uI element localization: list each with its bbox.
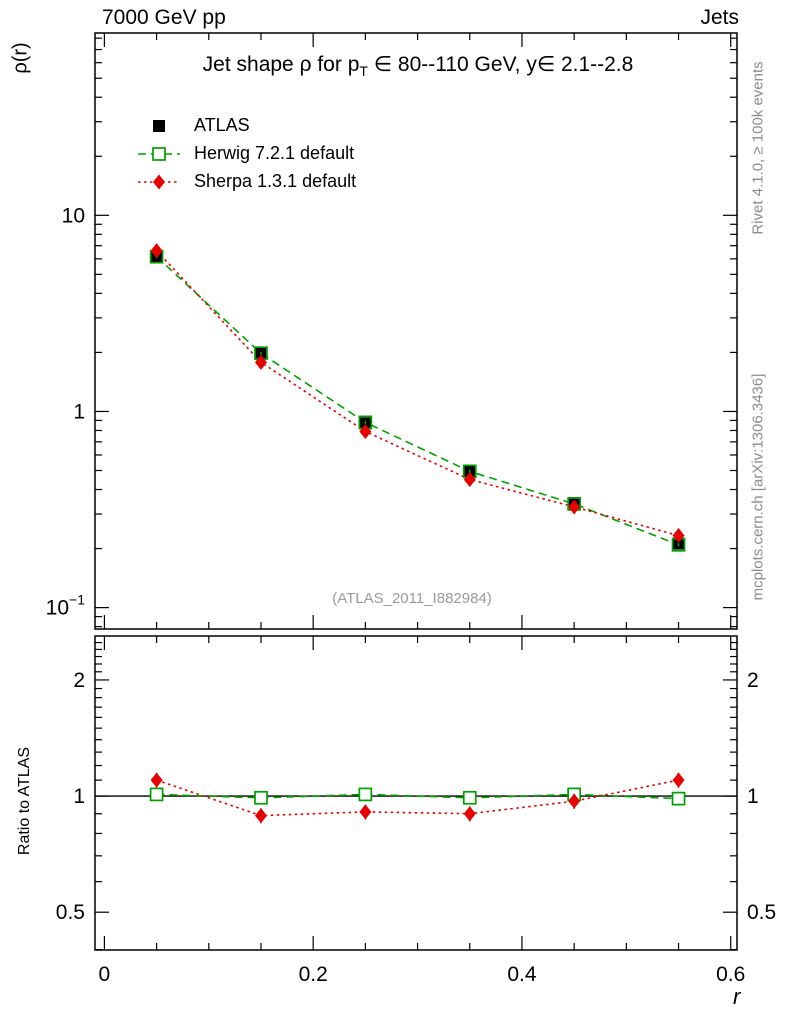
series-markers-sherpa xyxy=(150,243,685,544)
series-markers-herwig xyxy=(149,787,686,806)
legend-label-sherpa: Sherpa 1.3.1 default xyxy=(194,171,357,191)
main-series-lines xyxy=(156,250,679,546)
main-series-markers xyxy=(149,243,686,552)
svg-text:1: 1 xyxy=(73,785,85,808)
legend-item-herwig: Herwig 7.2.1 default xyxy=(136,143,356,163)
atlas-marker-icon xyxy=(136,117,182,135)
legend-item-sherpa: Sherpa 1.3.1 default xyxy=(136,171,357,191)
series-line-herwig xyxy=(156,256,679,546)
ratio-series-markers xyxy=(149,772,686,824)
panel-frames xyxy=(94,32,738,951)
analysis-id-watermark: (ATLAS_2011_I882984) xyxy=(332,590,492,607)
series-markers-sherpa xyxy=(150,772,685,824)
title-post: ∈ 80--110 GeV, y∈ 2.1--2.8 xyxy=(367,53,634,76)
legend-label-herwig: Herwig 7.2.1 default xyxy=(194,143,355,163)
beam-energy-label: 7000 GeV pp xyxy=(102,6,226,29)
svg-text:1: 1 xyxy=(73,400,85,423)
svg-text:10−1: 10−1 xyxy=(46,592,86,620)
series-markers-atlas xyxy=(150,251,685,550)
svg-text:0: 0 xyxy=(99,963,111,986)
svg-text:0.4: 0.4 xyxy=(507,963,537,986)
legend-item-atlas: ATLAS xyxy=(136,115,356,135)
svg-text:0.2: 0.2 xyxy=(299,963,328,986)
mcplots-arxiv-label: mcplots.cern.ch [arXiv:1306.3436] xyxy=(749,373,767,601)
tick-labels: 0 0.2 0.4 0.6 10−1 1 10 0.5 0.5 1 1 2 2 xyxy=(46,204,777,986)
ratio-panel-frame xyxy=(94,635,738,951)
rivet-version-label: Rivet 4.1.0, ≥ 100k events xyxy=(749,61,767,235)
ratio-series-lines xyxy=(156,779,679,817)
legend-label-atlas: ATLAS xyxy=(194,115,250,135)
y-axis-label-ratio: Ratio to ATLAS xyxy=(16,746,33,856)
main-panel-frame xyxy=(94,32,738,630)
series-markers-herwig xyxy=(149,249,686,552)
plot-title: Jet shape ρ for pT ∈ 80--110 GeV, y∈ 2.1… xyxy=(203,52,634,79)
series-line-sherpa xyxy=(156,250,679,537)
svg-text:2: 2 xyxy=(747,669,759,692)
svg-text:0.6: 0.6 xyxy=(716,963,745,986)
legend: ATLAS Herwig 7.2.1 default Sherpa 1.3.1 … xyxy=(136,115,357,191)
title-subscript: T xyxy=(359,63,368,80)
svg-text:0.5: 0.5 xyxy=(747,901,776,924)
svg-text:2: 2 xyxy=(73,669,85,692)
process-label: Jets xyxy=(700,6,739,29)
sherpa-marker-icon xyxy=(136,173,182,191)
title-pre: Jet shape ρ for p xyxy=(202,53,360,76)
x-axis-label: r xyxy=(733,984,741,1009)
herwig-marker-icon xyxy=(136,145,182,163)
svg-text:10: 10 xyxy=(62,204,85,227)
series-line-sherpa xyxy=(156,779,679,817)
y-axis-label-main: ρ(r) xyxy=(9,42,32,74)
series-line-herwig xyxy=(156,793,679,800)
svg-text:0.5: 0.5 xyxy=(56,901,85,924)
svg-text:1: 1 xyxy=(747,785,759,808)
